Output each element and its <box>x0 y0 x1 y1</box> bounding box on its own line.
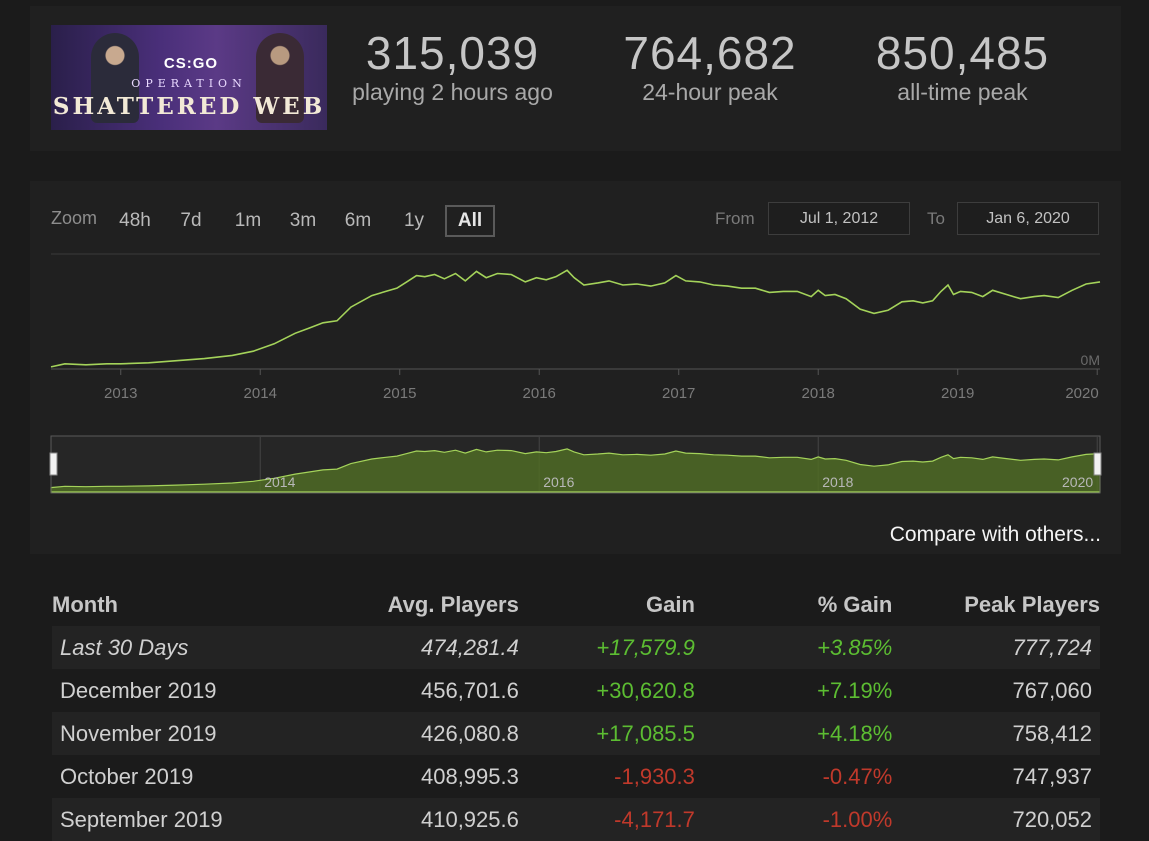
cell-pct-gain: +3.85% <box>702 626 901 669</box>
cell-peak-players: 720,052 <box>900 798 1100 841</box>
range-to-label: To <box>927 209 945 228</box>
monthly-stats-table: Month Avg. Players Gain % Gain Peak Play… <box>52 584 1100 841</box>
table-row: December 2019 456,701.6 +30,620.8 +7.19%… <box>52 669 1100 712</box>
table-row: October 2019 408,995.3 -1,930.3 -0.47% 7… <box>52 755 1100 798</box>
column-header-gain: Gain <box>645 592 695 617</box>
zoom-3m-button[interactable]: 3m <box>289 210 317 231</box>
navigator-label: 2016 <box>543 474 574 490</box>
cell-gain: -1,930.3 <box>526 755 703 798</box>
stat-all-time-peak: 850,485 all-time peak <box>855 28 1070 106</box>
cell-peak-players: 777,724 <box>900 626 1100 669</box>
zoom-label: Zoom <box>51 208 98 228</box>
zoom-1m-button[interactable]: 1m <box>234 210 262 231</box>
zoom-48h-button[interactable]: 48h <box>119 210 151 231</box>
cell-gain: -4,171.7 <box>526 798 703 841</box>
monthly-stats-table-panel: Month Avg. Players Gain % Gain Peak Play… <box>30 584 1121 841</box>
stat-24h-peak: 764,682 24-hour peak <box>600 28 820 106</box>
cell-peak-players: 767,060 <box>900 669 1100 712</box>
x-tick-label: 2020 <box>1065 385 1098 402</box>
x-axis-ticks: 2013 2014 2015 2016 2017 2018 2019 2020 <box>104 369 1099 402</box>
zoom-all-button[interactable]: All <box>445 205 495 237</box>
range-to-input[interactable] <box>957 202 1099 235</box>
table-header-row: Month Avg. Players Gain % Gain Peak Play… <box>52 584 1100 626</box>
zoom-7d-button[interactable]: 7d <box>180 210 202 231</box>
cell-month: September 2019 <box>52 798 263 841</box>
player-chart[interactable]: 2013 2014 2015 2016 2017 2018 2019 2020 0M 2014… <box>30 181 1121 511</box>
banner-character-left <box>91 33 139 123</box>
stat-value: 764,682 <box>623 27 797 79</box>
table-row: November 2019 426,080.8 +17,085.5 +4.18%… <box>52 712 1100 755</box>
cell-month: November 2019 <box>52 712 263 755</box>
navigator-area <box>50 448 1101 493</box>
stat-label: all-time peak <box>897 79 1028 105</box>
column-header-pct-gain: % Gain <box>817 592 893 617</box>
table-row: September 2019 410,925.6 -4,171.7 -1.00%… <box>52 798 1100 841</box>
cell-gain: +17,085.5 <box>526 712 703 755</box>
cell-month: December 2019 <box>52 669 263 712</box>
series-line <box>50 269 1101 368</box>
banner-title: SHATTERED WEB <box>52 93 326 120</box>
cell-peak-players: 758,412 <box>900 712 1100 755</box>
x-tick-label: 2019 <box>941 385 974 402</box>
cell-pct-gain: -1.00% <box>702 798 901 841</box>
stat-label: 24-hour peak <box>642 79 778 105</box>
stat-label: playing 2 hours ago <box>352 79 553 105</box>
table-row: Last 30 Days 474,281.4 +17,579.9 +3.85% … <box>52 626 1100 669</box>
banner-character-right <box>256 33 304 123</box>
x-tick-label: 2017 <box>662 385 695 402</box>
cell-avg-players: 426,080.8 <box>262 712 527 755</box>
cell-pct-gain: -0.47% <box>702 755 901 798</box>
navigator-right-handle[interactable] <box>1093 452 1102 476</box>
banner-logo: CS:GO <box>163 55 219 72</box>
navigator-left-handle[interactable] <box>49 452 58 476</box>
stat-value: 850,485 <box>875 27 1050 79</box>
banner-operation-text: OPERATION <box>131 77 247 90</box>
zoom-1y-button[interactable]: 1y <box>403 210 425 231</box>
zoom-6m-button[interactable]: 6m <box>344 210 372 231</box>
cell-gain: +17,579.9 <box>526 626 703 669</box>
cell-pct-gain: +4.18% <box>702 712 901 755</box>
navigator-label: 2018 <box>822 474 853 490</box>
x-tick-label: 2018 <box>802 385 835 402</box>
cell-avg-players: 474,281.4 <box>262 626 527 669</box>
x-tick-label: 2016 <box>523 385 556 402</box>
column-header-month: Month <box>52 592 118 617</box>
cell-avg-players: 410,925.6 <box>262 798 527 841</box>
stat-current-players: 315,039 playing 2 hours ago <box>345 28 560 106</box>
column-header-avg-players: Avg. Players <box>387 592 519 617</box>
compare-with-others-link[interactable]: Compare with others... <box>889 523 1101 546</box>
cell-month: Last 30 Days <box>52 626 263 669</box>
chart-panel: 2013 2014 2015 2016 2017 2018 2019 2020 0M 2014… <box>30 181 1121 554</box>
navigator-label: 2014 <box>264 474 295 490</box>
x-tick-label: 2015 <box>383 385 416 402</box>
x-tick-label: 2014 <box>244 385 277 402</box>
navigator-label: 2020 <box>1062 474 1093 490</box>
y-tick-label: 0M <box>1081 352 1100 368</box>
cell-gain: +30,620.8 <box>526 669 703 712</box>
x-tick-label: 2013 <box>104 385 137 402</box>
cell-avg-players: 408,995.3 <box>262 755 527 798</box>
cell-pct-gain: +7.19% <box>702 669 901 712</box>
stat-value: 315,039 <box>365 27 540 79</box>
column-header-peak-players: Peak Players <box>964 592 1100 617</box>
stats-panel: CS:GO OPERATION SHATTERED WEB 315,039 pl… <box>30 6 1121 151</box>
range-from-input[interactable] <box>768 202 910 235</box>
game-banner[interactable]: CS:GO OPERATION SHATTERED WEB <box>51 25 327 130</box>
cell-peak-players: 747,937 <box>900 755 1100 798</box>
range-from-label: From <box>715 209 755 228</box>
cell-avg-players: 456,701.6 <box>262 669 527 712</box>
cell-month: October 2019 <box>52 755 263 798</box>
